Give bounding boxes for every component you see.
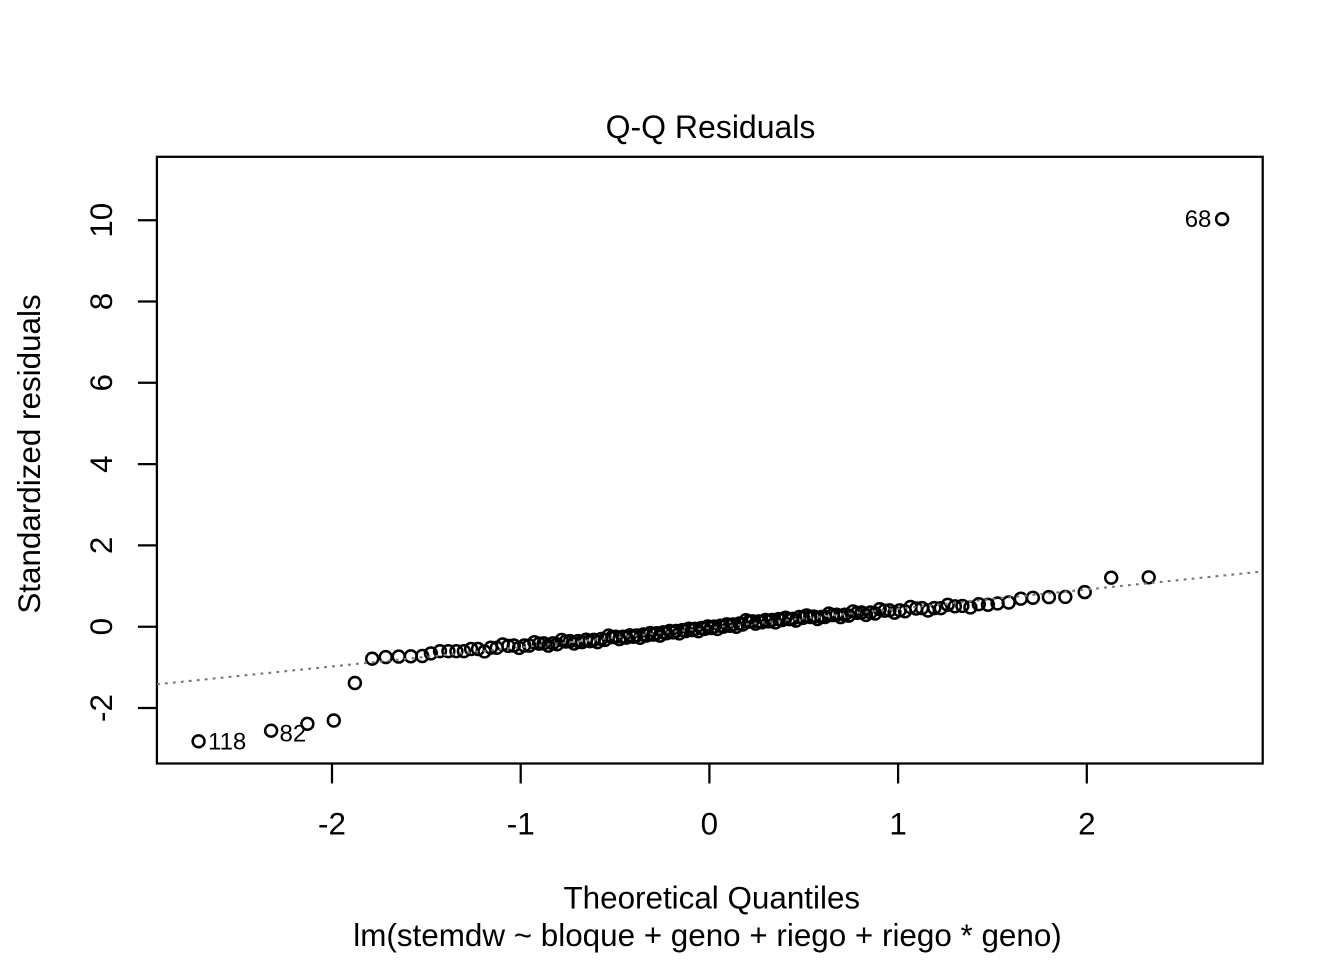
svg-text:68: 68 xyxy=(1185,206,1212,233)
svg-text:118: 118 xyxy=(208,728,246,755)
svg-text:6: 6 xyxy=(84,374,119,391)
svg-text:-2: -2 xyxy=(318,807,346,842)
svg-text:1: 1 xyxy=(889,807,906,842)
svg-text:Theoretical Quantiles: Theoretical Quantiles xyxy=(563,881,860,916)
svg-text:0: 0 xyxy=(84,618,119,635)
svg-text:8: 8 xyxy=(84,293,119,310)
svg-text:0: 0 xyxy=(701,807,718,842)
svg-text:4: 4 xyxy=(84,455,119,472)
svg-text:82: 82 xyxy=(280,721,307,748)
svg-text:2: 2 xyxy=(84,537,119,554)
svg-text:Q-Q Residuals: Q-Q Residuals xyxy=(606,109,816,145)
svg-text:-1: -1 xyxy=(507,807,535,842)
svg-text:10: 10 xyxy=(84,203,119,238)
svg-text:Standardized residuals: Standardized residuals xyxy=(12,294,47,613)
svg-text:lm(stemdw ~ bloque + geno + ri: lm(stemdw ~ bloque + geno + riego + rieg… xyxy=(353,918,1061,953)
svg-text:2: 2 xyxy=(1078,807,1095,842)
svg-text:-2: -2 xyxy=(84,694,119,722)
